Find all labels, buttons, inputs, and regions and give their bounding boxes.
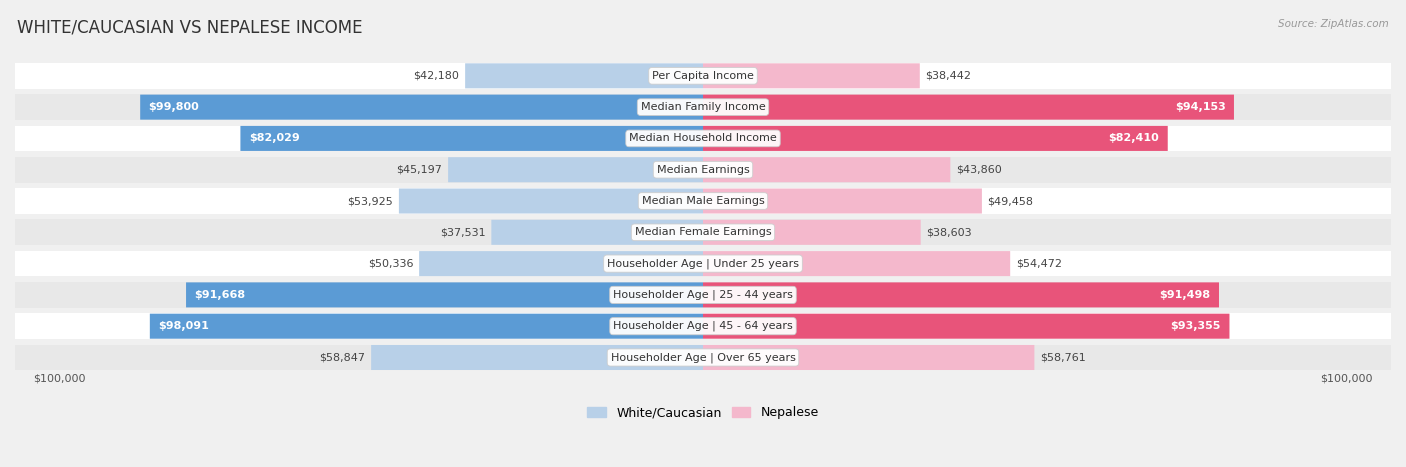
Text: $93,355: $93,355 bbox=[1171, 321, 1220, 331]
FancyBboxPatch shape bbox=[240, 126, 703, 151]
Text: $38,442: $38,442 bbox=[925, 71, 972, 81]
Text: Source: ZipAtlas.com: Source: ZipAtlas.com bbox=[1278, 19, 1389, 28]
FancyBboxPatch shape bbox=[371, 345, 703, 370]
Text: $53,925: $53,925 bbox=[347, 196, 394, 206]
Text: Per Capita Income: Per Capita Income bbox=[652, 71, 754, 81]
FancyBboxPatch shape bbox=[703, 64, 920, 88]
Text: WHITE/CAUCASIAN VS NEPALESE INCOME: WHITE/CAUCASIAN VS NEPALESE INCOME bbox=[17, 19, 363, 37]
FancyBboxPatch shape bbox=[399, 189, 703, 213]
FancyBboxPatch shape bbox=[465, 64, 703, 88]
Text: Median Female Earnings: Median Female Earnings bbox=[634, 227, 772, 237]
Text: Householder Age | 25 - 44 years: Householder Age | 25 - 44 years bbox=[613, 290, 793, 300]
Text: $43,860: $43,860 bbox=[956, 165, 1001, 175]
Text: Householder Age | 45 - 64 years: Householder Age | 45 - 64 years bbox=[613, 321, 793, 332]
FancyBboxPatch shape bbox=[150, 314, 703, 339]
Text: $98,091: $98,091 bbox=[159, 321, 209, 331]
Text: $58,761: $58,761 bbox=[1040, 353, 1085, 362]
Bar bbox=[15, 219, 1391, 245]
FancyBboxPatch shape bbox=[703, 251, 1010, 276]
Text: $58,847: $58,847 bbox=[319, 353, 366, 362]
Text: $37,531: $37,531 bbox=[440, 227, 485, 237]
Bar bbox=[15, 126, 1391, 151]
Text: $99,800: $99,800 bbox=[149, 102, 200, 112]
Text: Householder Age | Under 25 years: Householder Age | Under 25 years bbox=[607, 258, 799, 269]
Text: $91,668: $91,668 bbox=[194, 290, 246, 300]
FancyBboxPatch shape bbox=[449, 157, 703, 182]
Bar bbox=[15, 188, 1391, 214]
FancyBboxPatch shape bbox=[703, 189, 981, 213]
Text: $82,029: $82,029 bbox=[249, 134, 299, 143]
Bar bbox=[15, 94, 1391, 120]
FancyBboxPatch shape bbox=[703, 314, 1229, 339]
Text: $50,336: $50,336 bbox=[368, 259, 413, 269]
FancyBboxPatch shape bbox=[703, 283, 1219, 307]
FancyBboxPatch shape bbox=[703, 126, 1168, 151]
Text: Median Earnings: Median Earnings bbox=[657, 165, 749, 175]
Bar bbox=[15, 282, 1391, 308]
Legend: White/Caucasian, Nepalese: White/Caucasian, Nepalese bbox=[582, 401, 824, 424]
Text: Median Household Income: Median Household Income bbox=[628, 134, 778, 143]
Text: $100,000: $100,000 bbox=[1320, 374, 1372, 384]
FancyBboxPatch shape bbox=[419, 251, 703, 276]
Text: $45,197: $45,197 bbox=[396, 165, 443, 175]
FancyBboxPatch shape bbox=[491, 220, 703, 245]
FancyBboxPatch shape bbox=[186, 283, 703, 307]
Bar bbox=[15, 345, 1391, 370]
Bar bbox=[15, 251, 1391, 276]
Text: $42,180: $42,180 bbox=[413, 71, 460, 81]
FancyBboxPatch shape bbox=[703, 220, 921, 245]
FancyBboxPatch shape bbox=[703, 157, 950, 182]
Bar bbox=[15, 313, 1391, 339]
Bar bbox=[15, 157, 1391, 183]
FancyBboxPatch shape bbox=[141, 95, 703, 120]
Bar bbox=[15, 63, 1391, 89]
Text: $54,472: $54,472 bbox=[1015, 259, 1062, 269]
FancyBboxPatch shape bbox=[703, 95, 1234, 120]
Text: $38,603: $38,603 bbox=[927, 227, 972, 237]
Text: $91,498: $91,498 bbox=[1160, 290, 1211, 300]
Text: Median Family Income: Median Family Income bbox=[641, 102, 765, 112]
Text: $82,410: $82,410 bbox=[1108, 134, 1160, 143]
Text: $94,153: $94,153 bbox=[1175, 102, 1226, 112]
Text: $100,000: $100,000 bbox=[34, 374, 86, 384]
Text: Householder Age | Over 65 years: Householder Age | Over 65 years bbox=[610, 352, 796, 363]
Text: Median Male Earnings: Median Male Earnings bbox=[641, 196, 765, 206]
Text: $49,458: $49,458 bbox=[987, 196, 1033, 206]
FancyBboxPatch shape bbox=[703, 345, 1035, 370]
